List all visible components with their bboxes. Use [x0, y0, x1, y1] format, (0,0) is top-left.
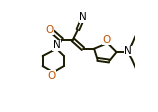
Text: N: N	[124, 46, 132, 56]
Text: O: O	[47, 71, 56, 81]
Text: N: N	[53, 40, 61, 50]
Text: O: O	[102, 35, 111, 45]
Text: N: N	[79, 12, 87, 22]
Text: O: O	[45, 25, 53, 35]
